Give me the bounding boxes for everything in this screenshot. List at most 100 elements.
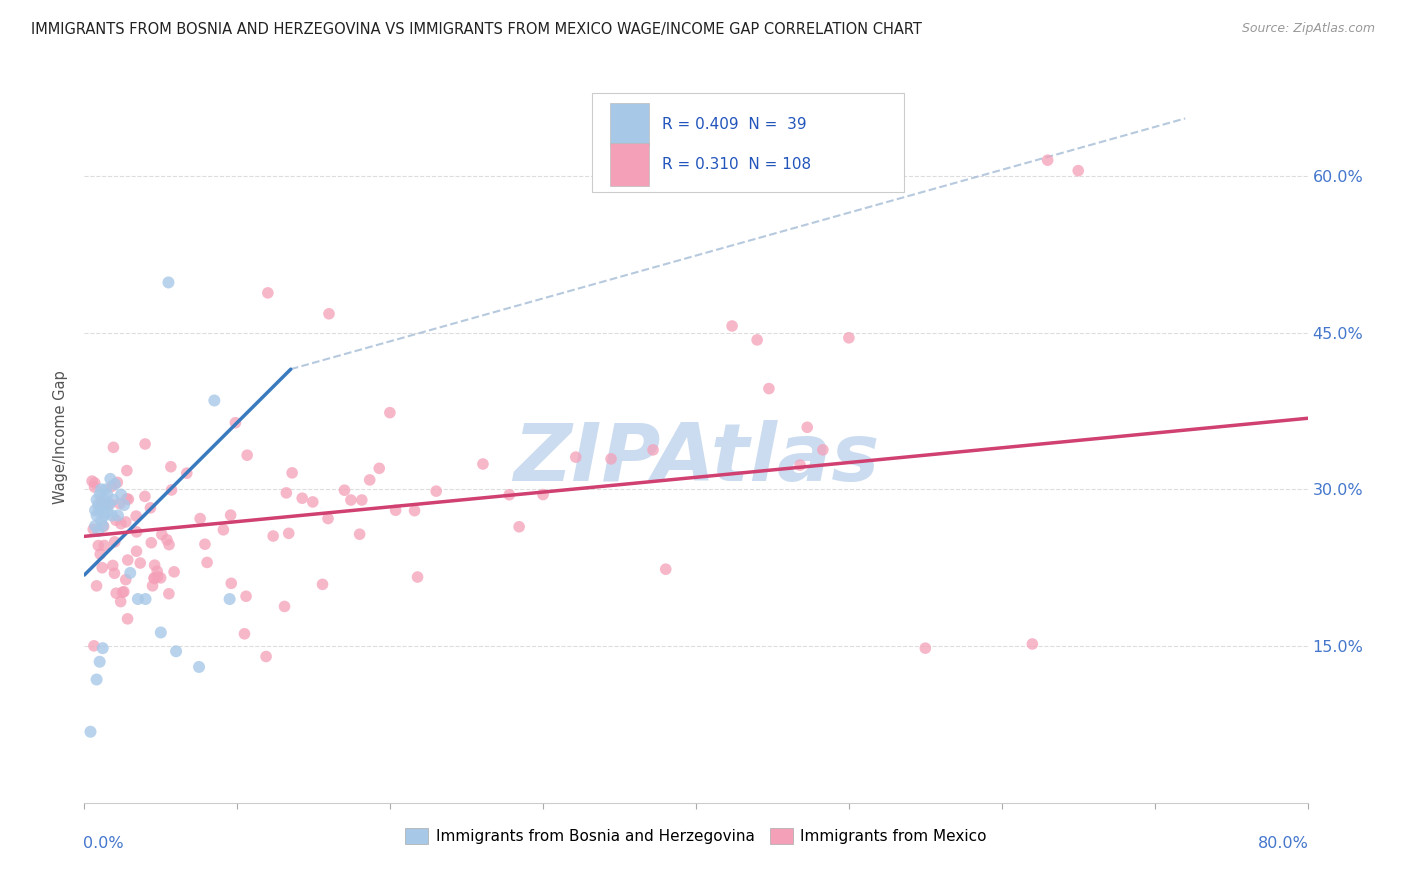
Point [146,564,169,578]
Point [91,641,114,656]
Point [90,514,112,528]
Point [125,544,148,558]
Point [94,498,117,512]
Point [188,660,211,674]
Point [134,489,156,503]
Point [91,519,114,533]
Point [90,494,112,508]
Point [404,503,426,517]
Point [83,476,105,491]
Point [176,466,198,480]
Point [79,724,101,739]
Point [98,497,121,511]
Point [1036,153,1059,168]
Point [281,466,304,480]
Point [141,579,163,593]
Point [1067,163,1090,178]
Point [134,437,156,451]
FancyBboxPatch shape [610,103,650,146]
Point [277,526,299,541]
Point [90,483,112,497]
Point [86,492,108,507]
Point [143,558,166,573]
Point [747,333,769,347]
Point [89,487,111,501]
Point [110,594,132,608]
FancyBboxPatch shape [592,94,904,192]
Point [96,505,118,519]
Point [104,513,127,527]
Point [789,458,811,472]
Point [359,473,381,487]
Text: 80.0%: 80.0% [1258,836,1309,851]
Point [758,382,780,396]
Point [96,487,118,501]
Text: 0.0%: 0.0% [83,836,124,851]
Point [139,500,162,515]
Point [104,477,127,491]
Point [129,556,152,570]
Point [141,535,163,549]
Point [93,508,115,523]
Point [103,566,125,581]
Point [87,539,110,553]
Text: R = 0.409  N =  39: R = 0.409 N = 39 [662,117,807,132]
Point [101,479,124,493]
Point [98,472,121,486]
Point [425,484,447,499]
Point [218,592,240,607]
Point [89,655,111,669]
Text: IMMIGRANTS FROM BOSNIA AND HERZEGOVINA VS IMMIGRANTS FROM MEXICO WAGE/INCOME GAP: IMMIGRANTS FROM BOSNIA AND HERZEGOVINA V… [31,22,922,37]
Point [219,508,242,522]
Point [111,585,134,599]
Point [157,538,180,552]
Point [233,627,256,641]
Point [368,461,391,475]
Point [105,586,128,600]
Point [257,285,280,300]
Point [125,524,148,539]
Point [120,566,142,580]
Point [97,498,120,512]
Point [110,516,132,531]
Point [796,420,818,434]
Text: R = 0.310  N = 108: R = 0.310 N = 108 [662,157,811,172]
Point [87,498,110,512]
Point [115,491,138,506]
Point [212,523,235,537]
Point [101,508,124,523]
Point [94,483,117,497]
Point [114,573,136,587]
Point [811,442,834,457]
Point [498,488,520,502]
Point [262,529,284,543]
Point [273,599,295,614]
Point [565,450,588,464]
Point [110,487,132,501]
Point [80,474,103,488]
Point [91,498,114,512]
Point [333,483,356,498]
Point [157,276,180,290]
Point [83,639,105,653]
Point [194,537,217,551]
Point [149,625,172,640]
Point [112,498,135,512]
Point [340,493,363,508]
Point [89,503,111,517]
Point [641,442,664,457]
Point [235,589,257,603]
Point [146,569,169,583]
Point [311,577,333,591]
Point [83,480,105,494]
Point [135,592,157,607]
Point [117,492,139,507]
Point [104,534,127,549]
Point [291,491,314,506]
Point [165,644,187,658]
Point [87,524,110,538]
Point [107,508,129,523]
Point [318,307,340,321]
Point [86,673,108,687]
Point [84,519,107,533]
